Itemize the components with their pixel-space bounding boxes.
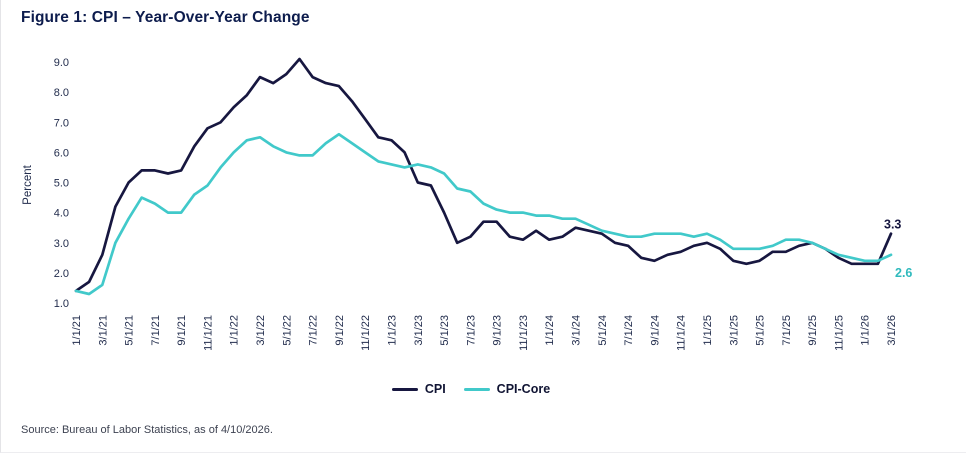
x-axis-tick-label: 11/1/22 (360, 315, 372, 351)
x-axis-tick-label: 11/1/24 (676, 315, 688, 351)
series-end-label: 3.3 (884, 218, 901, 232)
legend-item-cpi: CPI (391, 382, 446, 396)
x-axis-tick-label: 3/1/22 (255, 315, 267, 346)
x-axis-tick-label: 3/1/21 (97, 315, 109, 346)
x-axis-tick-label: 7/1/21 (150, 315, 162, 346)
x-axis-tick-label: 5/1/24 (597, 315, 609, 346)
x-axis-tick-label: 7/1/25 (781, 315, 793, 346)
x-axis-tick-label: 5/1/25 (755, 315, 767, 346)
x-axis-tick-label: 5/1/22 (281, 315, 293, 346)
x-axis-tick-label: 9/1/24 (649, 315, 661, 346)
cpi-line-swatch (391, 387, 418, 391)
cpi-line (74, 57, 893, 293)
cpi-legend-label: CPI (424, 382, 446, 396)
x-axis-tick-label: 7/1/24 (623, 315, 635, 346)
x-axis-tick-label: 5/1/21 (124, 315, 136, 346)
x-axis-tick-label: 7/1/23 (465, 315, 477, 346)
y-axis-tick-label: 4.0 (54, 208, 69, 220)
y-axis-tick-label: 6.0 (54, 147, 69, 159)
y-axis-tick-label: 3.0 (54, 238, 69, 250)
chart-legend: CPI CPI-Core (1, 382, 941, 396)
y-axis-tick-label: 2.0 (54, 268, 69, 280)
cpi-core-line-swatch (463, 387, 490, 391)
x-axis-tick-label: 1/1/25 (702, 315, 714, 346)
x-axis-tick-label: 1/1/24 (544, 315, 556, 346)
x-axis-tick-label: 3/1/24 (571, 315, 583, 346)
x-axis-tick-label: 1/1/21 (71, 315, 83, 346)
y-axis-title: Percent (22, 164, 34, 204)
cpi-core-line (74, 132, 893, 296)
x-axis-tick-label: 9/1/25 (807, 315, 819, 346)
y-axis-tick-label: 1.0 (54, 298, 69, 310)
cpi-line-chart: 1.0 2.0 3.0 4.0 5.0 6.0 7.0 8.0 9.0 Percent 1/1/21… (22, 57, 912, 351)
x-axis-tick-label: 3/1/25 (728, 315, 740, 346)
y-axis-tick-label: 7.0 (54, 117, 69, 129)
cpi-core-legend-label: CPI-Core (496, 382, 551, 396)
figure-title: Figure 1: CPI – Year-Over-Year Change (21, 9, 310, 26)
series-end-label: 2.6 (895, 266, 912, 280)
x-axis-tick-label: 1/1/22 (229, 315, 241, 346)
legend-item-cpi-core: CPI-Core (463, 382, 551, 396)
x-axis-tick-label: 9/1/23 (492, 315, 504, 346)
x-axis-tick-label: 9/1/22 (334, 315, 346, 346)
x-axis-tick-label: 1/1/26 (860, 315, 872, 346)
x-axis-tick-label: 11/1/21 (202, 315, 214, 351)
x-axis-tick-label: 3/1/26 (886, 315, 898, 346)
source-note: Source: Bureau of Labor Statistics, as o… (21, 424, 273, 436)
x-axis-tick-label: 9/1/21 (176, 315, 188, 346)
x-axis-tick-label: 5/1/23 (439, 315, 451, 346)
x-axis-tick-label: 1/1/23 (386, 315, 398, 346)
x-axis-tick-label: 11/1/25 (833, 315, 845, 351)
x-axis-tick-label: 3/1/23 (413, 315, 425, 346)
x-axis-tick-label: 11/1/23 (518, 315, 530, 351)
y-axis-tick-label: 9.0 (54, 57, 69, 69)
y-axis-tick-label: 5.0 (54, 178, 69, 190)
x-axis-tick-label: 7/1/22 (308, 315, 320, 346)
y-axis-tick-label: 8.0 (54, 87, 69, 99)
